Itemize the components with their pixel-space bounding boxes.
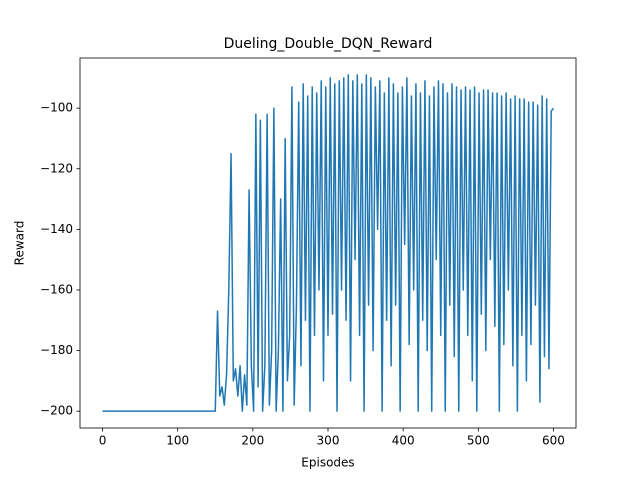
y-tick-label: −120 <box>40 161 73 175</box>
y-axis-label: Reward <box>13 221 27 266</box>
plot-frame <box>79 57 577 429</box>
x-axis-label: Episodes <box>301 456 354 470</box>
x-tick-label: 500 <box>467 434 490 448</box>
x-tick-label: 200 <box>241 434 264 448</box>
y-tick-label: −160 <box>40 282 73 296</box>
x-tick-label: 0 <box>99 434 107 448</box>
y-tick-label: −100 <box>40 101 73 115</box>
x-tick-label: 100 <box>166 434 189 448</box>
x-tick-label: 600 <box>542 434 565 448</box>
y-tick-label: −180 <box>40 343 73 357</box>
chart-title: Dueling_Double_DQN_Reward <box>224 36 433 52</box>
x-tick-label: 400 <box>392 434 415 448</box>
x-tick-label: 300 <box>317 434 340 448</box>
y-tick-label: −200 <box>40 404 73 418</box>
data-line <box>102 74 555 412</box>
y-tick-label: −140 <box>40 222 73 236</box>
